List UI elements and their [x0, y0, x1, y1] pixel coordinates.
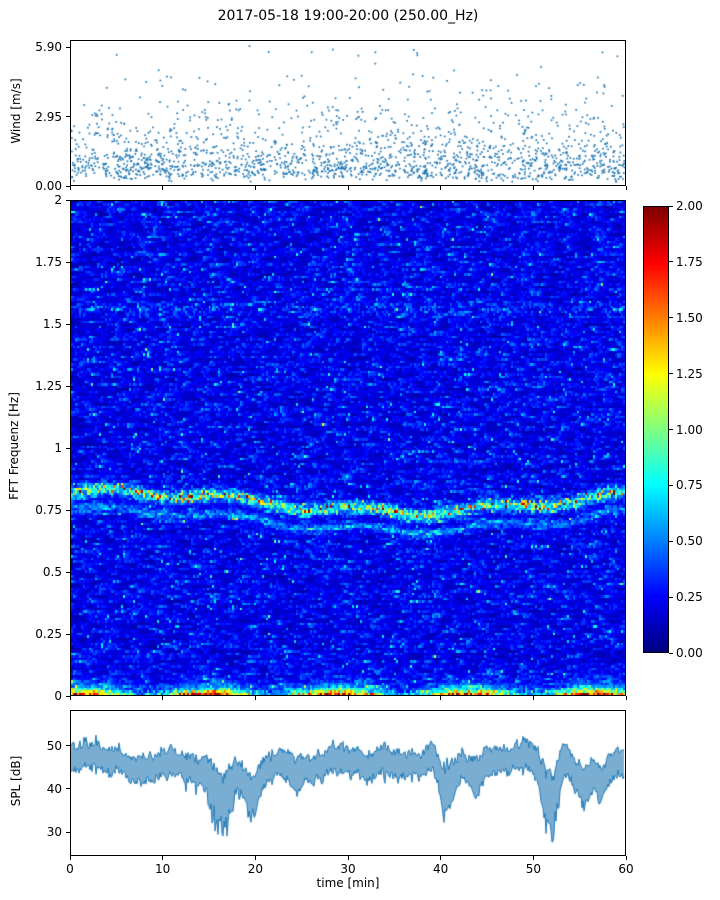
- y-tick-label: 5.90: [35, 40, 62, 55]
- x-tick-mark: [347, 856, 349, 860]
- colorbar-tick-mark: [669, 317, 673, 319]
- spl-line-canvas: [71, 711, 625, 855]
- x-tick-mark: [254, 696, 256, 700]
- spectrogram-panel: [70, 200, 626, 696]
- colorbar-tick-label: 1.75: [676, 254, 703, 269]
- x-tick-label: 30: [340, 862, 356, 876]
- colorbar-tick-mark: [669, 596, 673, 598]
- y-tick-mark: [66, 633, 70, 635]
- wind-scatter-canvas: [71, 41, 625, 185]
- x-tick-mark: [440, 856, 442, 860]
- y-tick-mark: [66, 788, 70, 790]
- x-tick-mark: [347, 696, 349, 700]
- y-tick-label: 0: [54, 689, 62, 703]
- x-tick-mark: [440, 696, 442, 700]
- colorbar-tick-mark: [669, 205, 673, 207]
- x-tick-mark: [69, 696, 71, 700]
- colorbar-tick-label: 0.00: [676, 646, 703, 660]
- colorbar-tick-mark: [669, 652, 673, 654]
- y-tick-label: 1: [54, 441, 62, 455]
- x-tick-mark: [254, 186, 256, 190]
- y-tick-mark: [66, 385, 70, 387]
- y-tick-label: 2.95: [35, 109, 62, 124]
- x-tick-mark: [254, 856, 256, 860]
- y-tick-label: 0.75: [35, 503, 62, 517]
- y-tick-label: 0.25: [35, 627, 62, 641]
- x-tick-mark: [625, 186, 627, 190]
- x-tick-mark: [532, 856, 534, 860]
- x-tick-label: 10: [155, 862, 171, 876]
- colorbar-tick-label: 1.25: [676, 366, 703, 381]
- y-tick-label: 1.75: [35, 255, 62, 269]
- x-tick-mark: [162, 696, 164, 700]
- x-tick-label: 50: [525, 862, 541, 876]
- x-tick-label: 60: [618, 862, 634, 876]
- x-axis-label: time [min]: [316, 876, 380, 890]
- y-tick-label: 0.5: [42, 565, 62, 579]
- x-tick-mark: [625, 696, 627, 700]
- colorbar-tick-label: 2.00: [676, 199, 703, 213]
- y-tick-label: 40: [46, 781, 62, 796]
- y-tick-label: 1.25: [35, 379, 62, 393]
- colorbar-tick-mark: [669, 429, 673, 430]
- colorbar-tick-mark: [669, 540, 673, 542]
- y-tick-mark: [66, 323, 70, 325]
- colorbar-tick-label: 1.00: [676, 422, 703, 437]
- x-tick-mark: [532, 696, 534, 700]
- y-tick-mark: [66, 695, 70, 697]
- y-tick-mark: [66, 116, 70, 118]
- colorbar-tick-label: 0.25: [676, 590, 703, 605]
- x-tick-label: 20: [247, 862, 263, 876]
- y-tick-mark: [66, 509, 70, 511]
- y-tick-label: 30: [46, 825, 62, 840]
- colorbar-tick-label: 0.75: [676, 478, 703, 493]
- y-tick-mark: [66, 831, 70, 833]
- x-tick-mark: [440, 186, 442, 190]
- y-tick-mark: [66, 571, 70, 573]
- colorbar: [643, 206, 669, 653]
- figure-title: 2017-05-18 19:00-20:00 (250.00_Hz): [217, 8, 479, 24]
- y-tick-mark: [66, 185, 70, 187]
- x-tick-mark: [69, 186, 71, 190]
- wind-scatter-panel: [70, 40, 626, 186]
- colorbar-gradient: [644, 207, 668, 652]
- x-tick-mark: [347, 186, 349, 190]
- colorbar-tick-label: 1.50: [676, 310, 703, 325]
- colorbar-tick-label: 0.50: [676, 534, 703, 549]
- x-tick-mark: [69, 856, 71, 860]
- colorbar-tick-mark: [669, 373, 673, 375]
- x-tick-mark: [162, 856, 164, 860]
- colorbar-tick-mark: [669, 484, 673, 486]
- spectrogram-canvas: [71, 201, 625, 695]
- y-tick-mark: [66, 745, 70, 747]
- x-tick-mark: [162, 186, 164, 190]
- y-tick-label: 1.5: [42, 317, 62, 331]
- colorbar-tick-mark: [669, 261, 673, 263]
- spl-line-panel: [70, 710, 626, 856]
- y-tick-mark: [66, 46, 70, 48]
- y-tick-mark: [66, 199, 70, 201]
- x-tick-label: 0: [66, 862, 74, 876]
- y-tick-label: 0.00: [35, 179, 62, 193]
- y-tick-mark: [66, 447, 70, 449]
- x-tick-mark: [625, 856, 627, 860]
- x-tick-mark: [532, 186, 534, 190]
- x-tick-label: 40: [433, 862, 449, 876]
- y-tick-label: 2: [54, 193, 62, 207]
- y-tick-mark: [66, 261, 70, 263]
- y-tick-label: 50: [46, 738, 62, 753]
